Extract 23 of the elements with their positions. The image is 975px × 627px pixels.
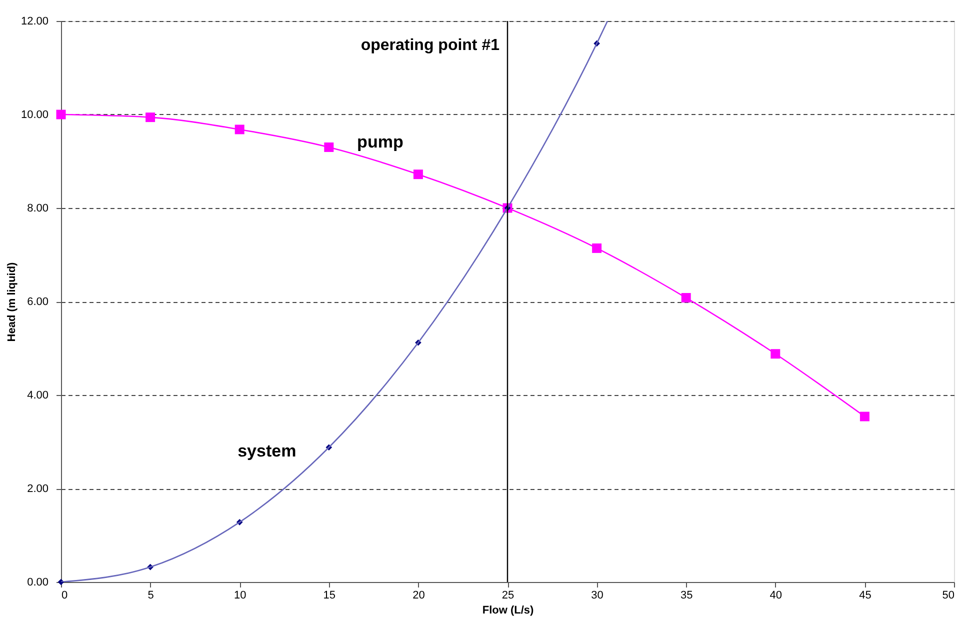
y-tick-label: 10.00 bbox=[20, 109, 48, 121]
x-tick-label: 35 bbox=[680, 590, 693, 602]
y-tick-label: 2.00 bbox=[27, 483, 48, 495]
x-tick-label: 10 bbox=[234, 590, 246, 602]
y-tick-label: 0.00 bbox=[27, 576, 48, 588]
series-label: system bbox=[238, 441, 296, 460]
x-tick-label: 45 bbox=[859, 590, 872, 602]
y-tick-label: 8.00 bbox=[27, 202, 48, 214]
x-tick-label: 50 bbox=[942, 590, 954, 602]
y-axis-title: Head (m liquid) bbox=[6, 262, 18, 342]
y-tick-label: 6.00 bbox=[27, 296, 48, 308]
x-axis-title: Flow (L/s) bbox=[482, 604, 534, 616]
y-tick-label: 12.00 bbox=[20, 16, 48, 28]
ref-line-label: operating point #1 bbox=[360, 37, 500, 54]
x-tick-label: 30 bbox=[591, 590, 604, 602]
x-tick-label: 25 bbox=[502, 590, 514, 602]
x-tick-label: 0 bbox=[62, 590, 68, 602]
x-tick-label: 5 bbox=[148, 590, 154, 602]
x-tick-label: 15 bbox=[323, 590, 336, 602]
x-tick-label: 40 bbox=[770, 590, 782, 602]
y-tick-label: 4.00 bbox=[27, 390, 48, 402]
series-label: pump bbox=[357, 132, 404, 152]
x-tick-label: 20 bbox=[412, 590, 425, 602]
